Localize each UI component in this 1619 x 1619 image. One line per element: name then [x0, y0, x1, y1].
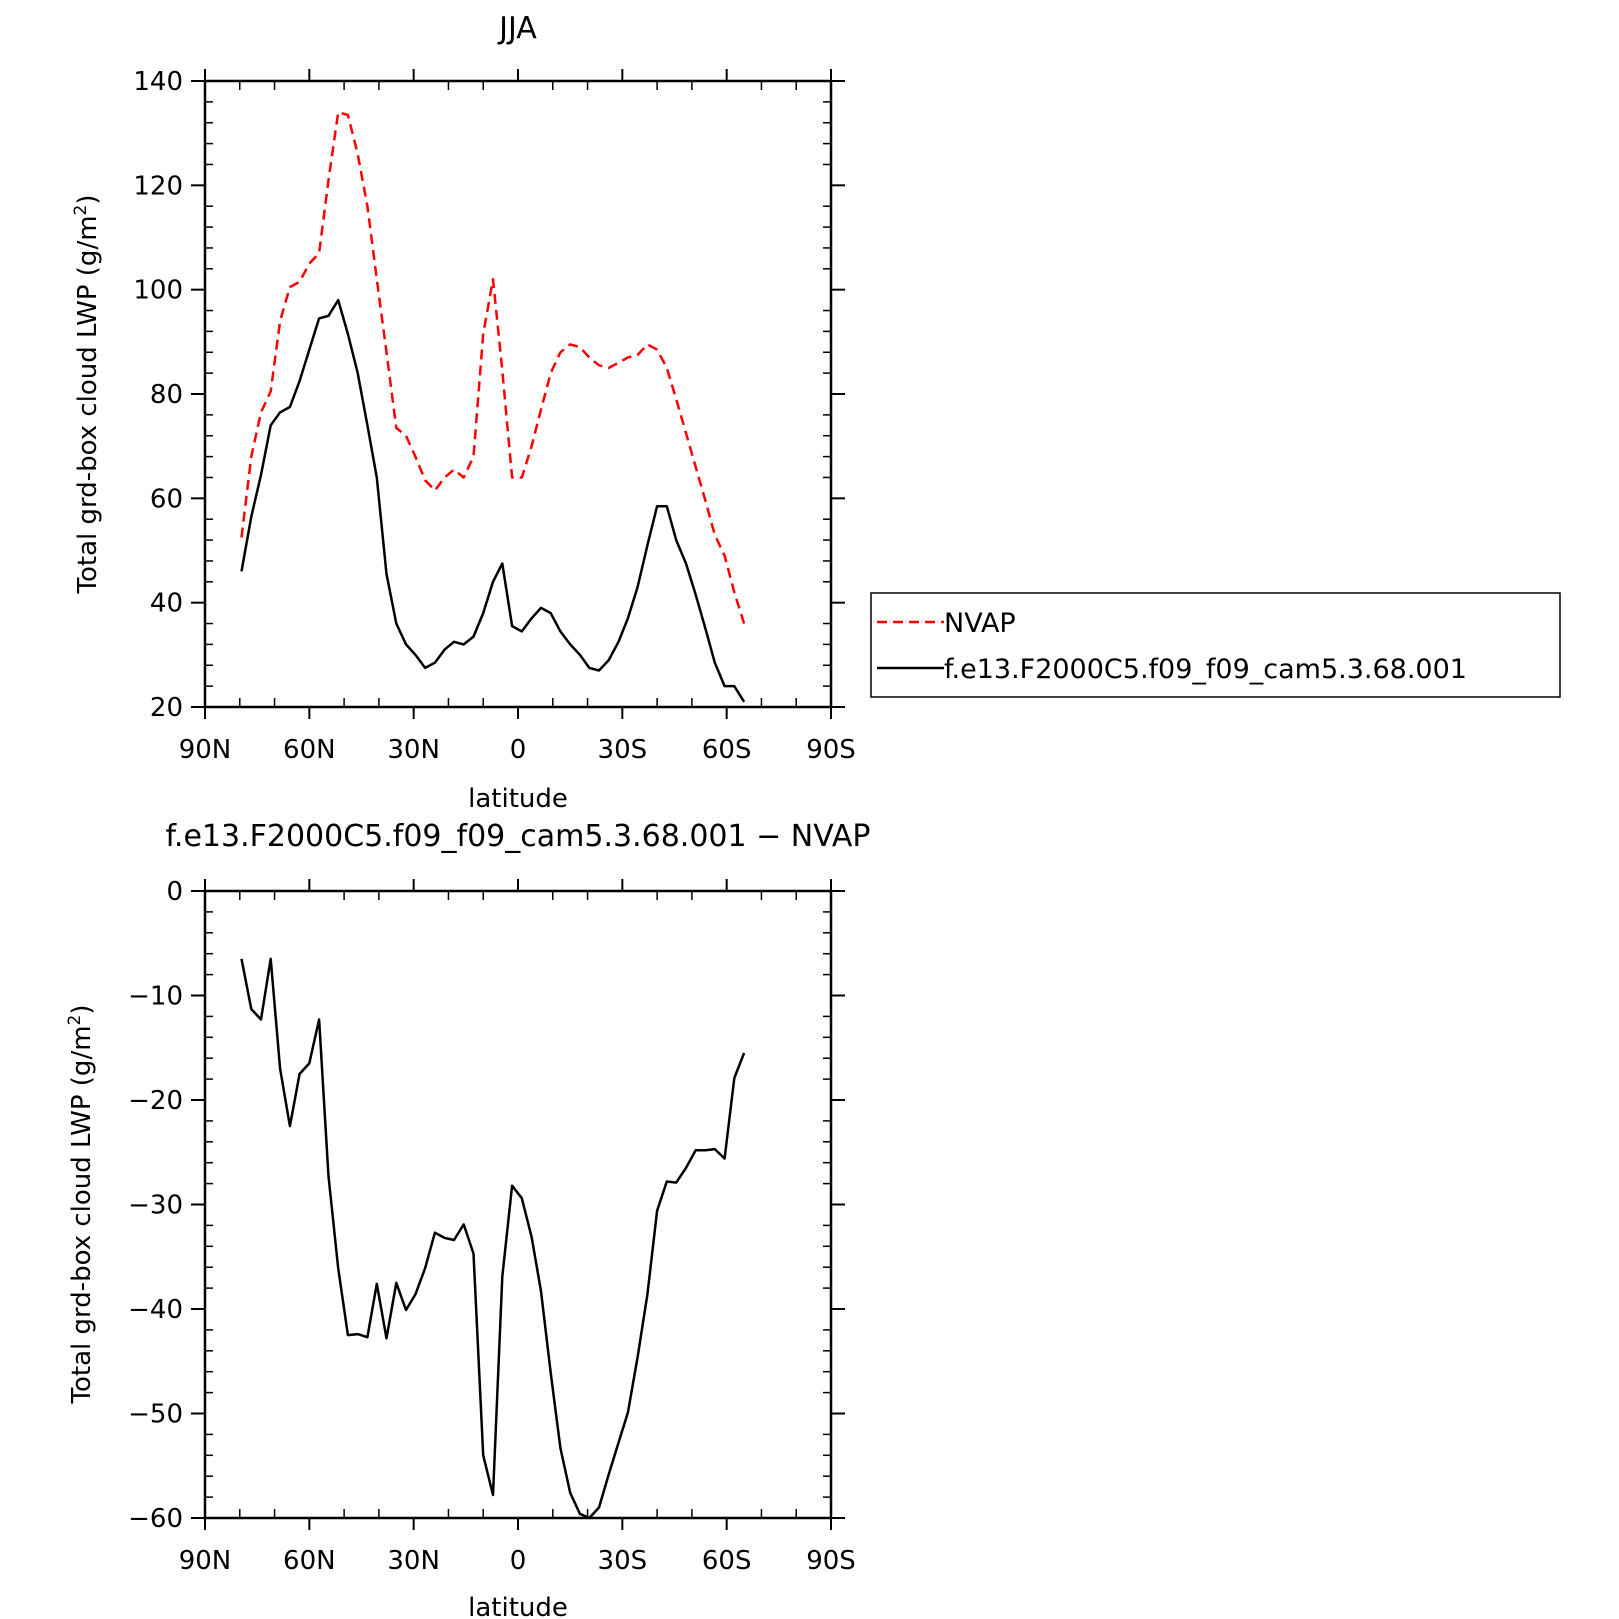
top-x-tick-label: 60S: [702, 735, 752, 765]
bottom-x-tick-label: 60N: [283, 1546, 336, 1576]
top-y-tick-label: 140: [133, 67, 183, 97]
top-x-tick-label: 0: [510, 735, 527, 765]
legend-label-model: f.e13.F2000C5.f09_f09_cam5.3.68.001: [944, 654, 1467, 685]
bottom-x-tick-label: 30N: [387, 1546, 440, 1576]
bottom-y-tick-label: −10: [128, 982, 183, 1012]
bottom-x-tick-label: 90S: [806, 1546, 856, 1576]
bottom-y-tick-label: −50: [128, 1400, 183, 1430]
bottom-chart-series: [240, 957, 746, 1520]
top-series-line-0: [240, 111, 746, 624]
top-chart-ticks: 90N 60N 30N 0 30S 60S 90S 20 40 60 80 100 120 140: [133, 67, 855, 765]
bottom-y-tick-label: −60: [128, 1504, 183, 1534]
bottom-y-axis-label: Total grd-box cloud LWP (g/m2): [65, 1004, 97, 1404]
bottom-chart-title: f.e13.F2000C5.f09_f09_cam5.3.68.001 − NV…: [166, 819, 871, 854]
top-y-tick-label: 40: [150, 589, 183, 619]
top-y-tick-label: 60: [150, 484, 183, 514]
top-x-tick-label: 90S: [806, 735, 856, 765]
top-x-axis-label: latitude: [468, 784, 568, 814]
bottom-y-axis-label-close: ): [67, 1004, 97, 1014]
top-x-tick-label: 60N: [283, 735, 336, 765]
top-y-tick-label: 20: [150, 693, 183, 723]
top-x-tick-label: 30S: [598, 735, 648, 765]
bottom-y-tick-label: −40: [128, 1295, 183, 1325]
top-plot-frame: [203, 79, 833, 709]
top-x-tick-label: 30N: [387, 735, 440, 765]
bottom-x-tick-label: 30S: [598, 1546, 648, 1576]
bottom-y-tick-label: −20: [128, 1086, 183, 1116]
top-y-tick-label: 100: [133, 276, 183, 306]
bottom-x-tick-label: 90N: [179, 1546, 232, 1576]
top-series-line-1: [240, 298, 746, 703]
top-chart-series: [240, 111, 746, 703]
top-chart-title: JJA: [497, 11, 537, 46]
bottom-plot-frame: [203, 889, 833, 1520]
top-y-axis-label-close: ): [73, 194, 103, 204]
top-y-axis-label-sup: 2: [71, 205, 91, 216]
bottom-x-axis-label: latitude: [468, 1593, 568, 1619]
top-chart: JJA 90N 60N 30N 0 30S 60S 90S 20 40 60 80 100 120 140…: [71, 11, 856, 814]
top-y-tick-label: 80: [150, 380, 183, 410]
top-y-axis-label-main: Total grd-box cloud LWP (g/m: [73, 215, 103, 594]
bottom-y-axis-label-main: Total grd-box cloud LWP (g/m: [67, 1025, 97, 1404]
bottom-y-axis-label-sup: 2: [65, 1015, 85, 1026]
legend-label-nvap: NVAP: [944, 608, 1016, 639]
bottom-y-tick-label: −30: [128, 1191, 183, 1221]
legend: NVAP f.e13.F2000C5.f09_f09_cam5.3.68.001: [870, 592, 1561, 698]
bottom-chart: f.e13.F2000C5.f09_f09_cam5.3.68.001 − NV…: [65, 819, 870, 1619]
bottom-series-line-0: [240, 957, 746, 1520]
bottom-x-tick-label: 0: [510, 1546, 527, 1576]
bottom-chart-ticks: 90N 60N 30N 0 30S 60S 90S 0 −10 −20 −30 −40 −50 −60: [128, 877, 856, 1576]
top-x-tick-label: 90N: [179, 735, 232, 765]
bottom-x-tick-label: 60S: [702, 1546, 752, 1576]
top-y-axis-label: Total grd-box cloud LWP (g/m2): [71, 194, 103, 594]
top-y-tick-label: 120: [133, 171, 183, 201]
bottom-y-tick-label: 0: [166, 877, 183, 907]
legend-frame: [870, 592, 1561, 698]
